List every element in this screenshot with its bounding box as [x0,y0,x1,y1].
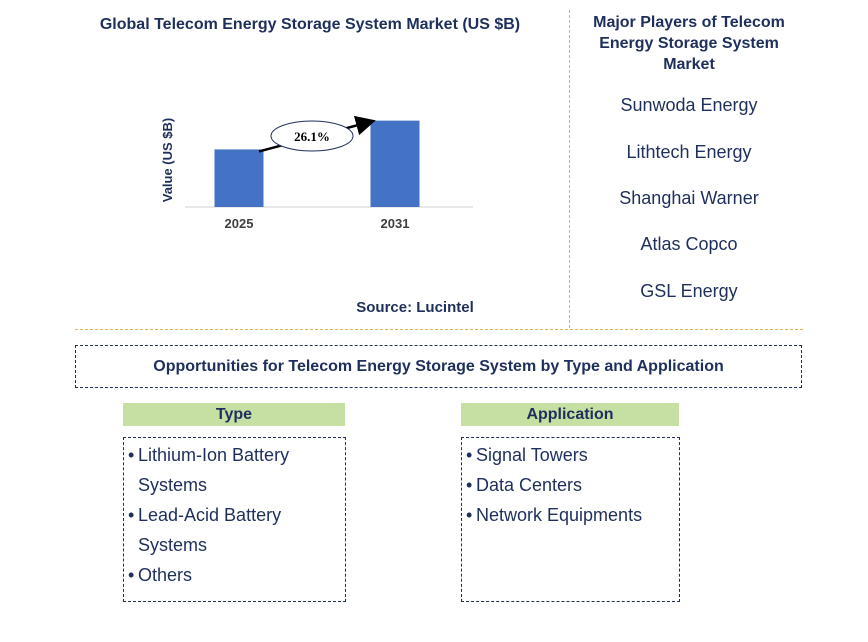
bullet [128,530,138,560]
list-item: • Others [128,560,341,590]
players-title: Major Players of Telecom Energy Storage … [593,14,785,73]
bullet: • [128,505,135,525]
opportunities-title-text: Opportunities for Telecom Energy Storage… [153,357,724,375]
list-item: • Signal Towers [466,440,675,470]
bar-2031 [370,120,420,207]
growth-annotation-bubble [270,120,354,152]
type-header: Type [123,403,345,426]
vertical-divider [569,10,570,328]
x-tick-label: 2031 [381,216,410,231]
player-item: Lithtech Energy [626,142,752,162]
list-item: Systems [128,530,341,560]
list-item-text: Signal Towers [476,445,588,465]
list-item: • Data Centers [466,470,675,500]
type-list: • Lithium-Ion Battery Systems • Lead-Acid … [123,437,346,602]
list-item-text: Systems [138,535,208,555]
player-item: Atlas Copco [640,234,738,254]
application-header: Application [461,403,679,426]
player-item: Sunwoda Energy [620,95,758,115]
application-list: • Signal Towers • Data Centers • Network Eq… [461,437,680,602]
bar-2025 [214,149,264,207]
bullet [128,470,138,500]
bullet: • [466,445,473,465]
list-item-text: Systems [138,475,208,495]
list-item-text: Lead-Acid Battery [138,505,282,525]
opportunities-title: Opportunities for Telecom Energy Storage… [75,345,802,388]
list-item-text: Lithium-Ion Battery [138,445,290,465]
bar-chart: Value (US $B) 2025 2031 26.1% [160,115,473,231]
chart-title: Global Telecom Energy Storage System Mar… [99,16,521,33]
list-item: Systems [128,470,341,500]
list-item-text: Network Equipments [476,505,643,525]
list-item-text: Data Centers [476,475,583,495]
bullet: • [128,445,135,465]
bullet: • [128,565,135,585]
growth-annotation: 26.1% [294,129,330,144]
player-item: Shanghai Warner [619,188,759,208]
source-note: Source: Lucintel [356,299,474,316]
player-item: GSL Energy [640,281,738,301]
list-item: • Lithium-Ion Battery [128,440,341,470]
x-tick-label: 2025 [225,216,254,231]
list-item-text: Others [138,565,193,585]
bullet: • [466,505,473,525]
list-item: • Network Equipments [466,500,675,530]
list-item: • Lead-Acid Battery [128,500,341,530]
horizontal-divider [75,329,803,330]
bullet: • [466,475,473,495]
y-axis-label: Value (US $B) [160,118,175,203]
